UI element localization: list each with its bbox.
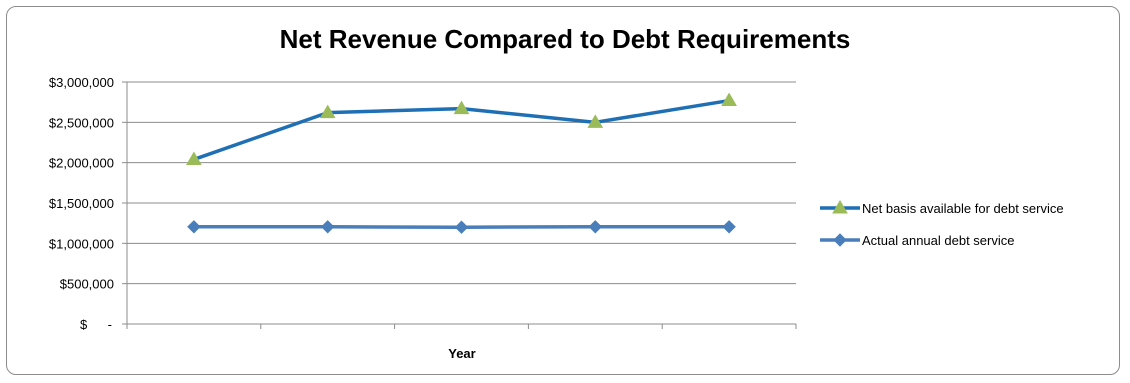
series-group xyxy=(186,92,737,165)
triangle-marker xyxy=(319,104,336,119)
gridlines xyxy=(127,81,796,285)
triangle-marker xyxy=(453,100,470,115)
legend-label: Net basis available for debt service xyxy=(862,201,1064,216)
diamond-marker xyxy=(320,220,335,234)
diamond-marker xyxy=(722,220,736,234)
legend-item: Net basis available for debt service xyxy=(820,200,1064,216)
y-tick-label: $1,000,000 xyxy=(49,236,114,251)
chart-title: Net Revenue Compared to Debt Requirement… xyxy=(279,24,851,54)
diamond-marker xyxy=(187,220,201,234)
x-axis-label: Year xyxy=(448,346,475,361)
triangle-marker xyxy=(832,200,848,214)
y-tick-label: $1,500,000 xyxy=(49,196,114,211)
legend-item: Actual annual debt service xyxy=(820,233,1014,248)
y-tick-label: $2,500,000 xyxy=(49,115,114,130)
y-tick-label: $500,000 xyxy=(60,277,114,292)
legend: Net basis available for debt service Actu… xyxy=(820,200,1064,248)
diamond-marker xyxy=(588,220,603,234)
axes xyxy=(122,81,797,329)
series-group xyxy=(187,220,736,234)
y-axis-ticks: $ - $500,000 $1,000,000 $1,500,000 $2,000,000… xyxy=(49,75,114,332)
series-lines xyxy=(186,92,737,234)
y-tick-label: $3,000,000 xyxy=(49,75,114,90)
triangle-marker xyxy=(186,151,202,165)
chart-frame xyxy=(6,6,1120,375)
y-tick-label: $ xyxy=(80,317,88,332)
diamond-marker xyxy=(454,220,469,234)
triangle-marker xyxy=(587,114,604,128)
y-tick-label: - xyxy=(108,317,112,332)
triangle-marker xyxy=(721,92,737,107)
legend-label: Actual annual debt service xyxy=(862,233,1014,248)
diamond-marker xyxy=(833,233,847,247)
y-tick-label: $2,000,000 xyxy=(49,156,114,171)
